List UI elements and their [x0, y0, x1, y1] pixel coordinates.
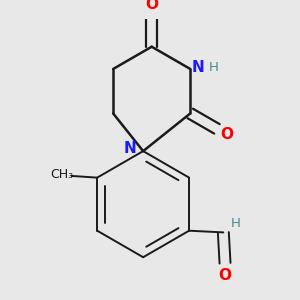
Text: O: O [145, 0, 158, 13]
Text: N: N [191, 60, 204, 75]
Text: H: H [230, 217, 240, 230]
Text: CH₃: CH₃ [50, 168, 74, 182]
Text: N: N [124, 141, 136, 156]
Text: O: O [220, 127, 233, 142]
Text: H: H [208, 61, 218, 74]
Text: O: O [218, 268, 232, 283]
